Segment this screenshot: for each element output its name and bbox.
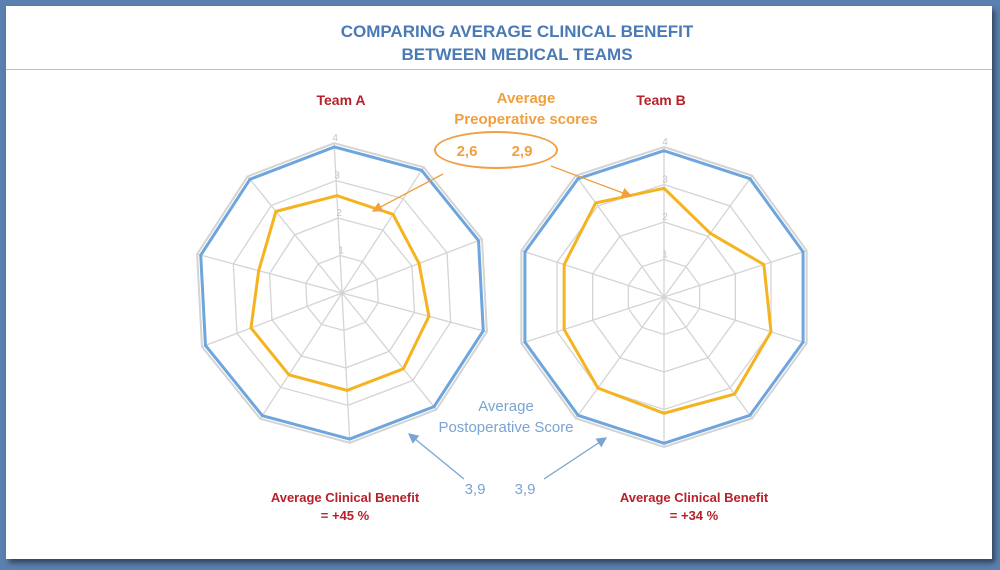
slide: COMPARING AVERAGE CLINICAL BENEFIT BETWE… (6, 6, 992, 559)
team-a-label: Team A (316, 92, 366, 108)
postoperative-title: Average Postoperative Score (416, 396, 596, 438)
benefit-team-a-line-2: = +45 % (320, 508, 370, 523)
preoperative-oval (434, 131, 558, 169)
team-a-spoke-5 (341, 292, 437, 410)
team-b-spoke-9 (521, 250, 665, 298)
postoperative-arrow-team-b (543, 437, 608, 480)
team-a-spoke-9 (196, 253, 343, 294)
title-line-2: BETWEEN MEDICAL TEAMS (401, 45, 633, 64)
team-b-postoperative-series (523, 149, 805, 445)
benefit-team-b: Average Clinical Benefit = +34 % (584, 489, 804, 525)
preoperative-title-line-1: Average (496, 90, 556, 107)
team-a-postoperative-series (199, 145, 485, 441)
preoperative-value-team-a: 2,6 (456, 143, 478, 160)
team-b-tick-label-2: 2 (662, 212, 668, 223)
team-b-spoke-4 (663, 296, 807, 344)
title-divider (6, 69, 992, 70)
team-a-tick-label-3: 3 (334, 171, 340, 182)
benefit-team-b-line-1: Average Clinical Benefit (619, 490, 769, 505)
postoperative-title-line-1: Average (478, 398, 534, 415)
team-b-tick-label-4: 4 (662, 137, 668, 148)
team-a-spoke-6 (341, 292, 351, 443)
team-a-preoperative-series (249, 194, 431, 392)
benefit-team-a: Average Clinical Benefit = +45 % (235, 489, 455, 525)
preoperative-title: Average Preoperative scores (426, 88, 626, 130)
team-a-spoke-4 (341, 292, 488, 333)
title-line-1: COMPARING AVERAGE CLINICAL BENEFIT (340, 22, 694, 41)
team-b-spoke-8 (521, 296, 665, 344)
team-b-label: Team B (636, 92, 686, 108)
team-a-tick-label-2: 2 (336, 208, 342, 219)
team-a-tick-label-1: 1 (338, 246, 344, 257)
team-a-spoke-7 (259, 292, 343, 420)
benefit-team-a-line-1: Average Clinical Benefit (270, 490, 420, 505)
team-a-spoke-1 (333, 143, 343, 294)
team-a-spoke-3 (341, 238, 483, 294)
preoperative-title-line-2: Preoperative scores (454, 111, 598, 128)
team-b-spoke-7 (575, 296, 665, 419)
team-b-tick-label-3: 3 (662, 175, 668, 186)
team-a-spoke-8 (201, 292, 343, 348)
team-a-spoke-2 (341, 166, 425, 294)
preoperative-arrow-team-b (550, 165, 633, 198)
team-a-tick-label-4: 4 (332, 133, 338, 144)
team-b-preoperative-series (562, 186, 773, 415)
team-b-spoke-5 (663, 296, 753, 419)
team-b-tick-label-1: 1 (662, 250, 668, 261)
team-b-spoke-3 (663, 250, 807, 298)
team-a-spoke-10 (247, 176, 343, 294)
preoperative-arrow-team-a (371, 173, 444, 212)
page-title: COMPARING AVERAGE CLINICAL BENEFIT BETWE… (6, 20, 1000, 66)
radar-charts-svg: 1 2 3 4 1 2 3 4 (196, 133, 808, 480)
team-b-spoke-10 (575, 175, 665, 298)
postoperative-title-line-2: Postoperative Score (438, 419, 574, 436)
team-b-spoke-2 (663, 175, 753, 298)
postoperative-arrow-team-a (407, 433, 465, 480)
postoperative-value-team-b: 3,9 (514, 481, 536, 498)
preoperative-value-team-b: 2,9 (511, 143, 533, 160)
benefit-team-b-line-2: = +34 % (669, 508, 719, 523)
postoperative-value-team-a: 3,9 (464, 481, 486, 498)
